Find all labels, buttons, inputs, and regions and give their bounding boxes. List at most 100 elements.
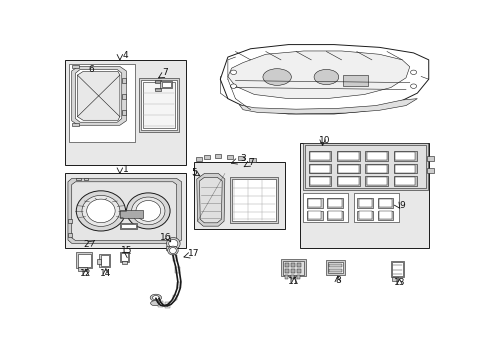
Circle shape [410, 70, 416, 75]
Ellipse shape [169, 247, 176, 253]
Bar [226, 155, 232, 159]
Bar [76, 252, 92, 268]
Bar [426, 156, 433, 161]
Bar [101, 255, 109, 266]
Bar [393, 151, 416, 161]
Bar [172, 295, 177, 301]
Polygon shape [75, 69, 122, 122]
Bar [391, 262, 402, 276]
Bar [139, 78, 178, 132]
Bar [353, 193, 398, 222]
Bar [290, 269, 295, 273]
Bar [426, 168, 433, 174]
Bar [166, 246, 175, 250]
Bar [193, 162, 284, 229]
Bar [365, 151, 387, 161]
Bar [120, 252, 129, 262]
Bar [326, 211, 342, 220]
Bar [122, 110, 126, 115]
Bar [391, 277, 397, 281]
Circle shape [230, 70, 236, 75]
Bar [343, 75, 367, 86]
Bar [158, 301, 163, 307]
Bar [296, 263, 301, 267]
Bar [160, 81, 171, 88]
Bar [203, 155, 210, 159]
Polygon shape [72, 182, 176, 240]
Bar [296, 275, 299, 279]
Text: 3: 3 [240, 154, 245, 163]
Bar [97, 259, 101, 264]
Bar [121, 224, 136, 228]
Bar [307, 199, 321, 207]
Bar [290, 275, 293, 279]
Ellipse shape [263, 69, 291, 85]
Bar [215, 154, 221, 158]
Bar [302, 193, 347, 222]
Text: 15: 15 [121, 246, 132, 255]
Bar [76, 177, 81, 180]
Bar [84, 177, 88, 180]
Polygon shape [68, 179, 181, 243]
Bar [336, 176, 359, 186]
Bar [284, 263, 289, 267]
Bar [155, 87, 161, 91]
Bar [393, 164, 416, 174]
Bar [229, 177, 278, 223]
Bar [122, 261, 127, 264]
Bar [327, 211, 341, 219]
Bar [141, 80, 176, 130]
Bar [357, 211, 373, 220]
Bar [377, 198, 393, 208]
Bar [309, 152, 329, 160]
Ellipse shape [150, 294, 161, 301]
Ellipse shape [82, 195, 120, 226]
Ellipse shape [166, 238, 180, 250]
Bar [338, 165, 358, 173]
Bar [306, 198, 322, 208]
Text: 13: 13 [393, 279, 405, 288]
Bar [390, 261, 403, 278]
Bar [231, 179, 276, 221]
Ellipse shape [76, 191, 125, 231]
Text: 12: 12 [80, 269, 91, 278]
Polygon shape [239, 99, 416, 114]
Bar [307, 211, 321, 219]
Bar [378, 211, 391, 219]
Bar [329, 269, 341, 273]
Bar [357, 198, 373, 208]
Circle shape [410, 84, 416, 89]
Bar [238, 156, 244, 160]
Text: 2: 2 [83, 240, 89, 249]
Bar [78, 253, 90, 267]
Bar [165, 302, 169, 308]
Bar [78, 267, 86, 271]
Bar [366, 165, 386, 173]
Polygon shape [220, 45, 428, 114]
Text: 1: 1 [122, 165, 128, 174]
Polygon shape [72, 67, 126, 125]
Ellipse shape [150, 301, 159, 306]
Bar [336, 151, 359, 161]
Polygon shape [77, 72, 120, 120]
Text: 10: 10 [318, 136, 329, 145]
Bar [358, 211, 371, 219]
Bar [65, 60, 186, 165]
Bar [68, 220, 72, 223]
Bar [309, 165, 329, 173]
Bar [308, 176, 331, 186]
Bar [393, 176, 416, 186]
Text: 8: 8 [334, 276, 340, 285]
Bar [72, 66, 79, 68]
Text: 5: 5 [191, 168, 197, 177]
Polygon shape [227, 51, 409, 99]
Text: 11: 11 [288, 277, 299, 286]
Bar [122, 94, 126, 99]
Text: 4: 4 [122, 51, 128, 60]
Bar [308, 151, 331, 161]
Bar [176, 282, 181, 288]
Bar [329, 264, 341, 267]
Text: 6: 6 [88, 65, 94, 74]
Bar [296, 269, 301, 273]
Bar [284, 275, 287, 279]
